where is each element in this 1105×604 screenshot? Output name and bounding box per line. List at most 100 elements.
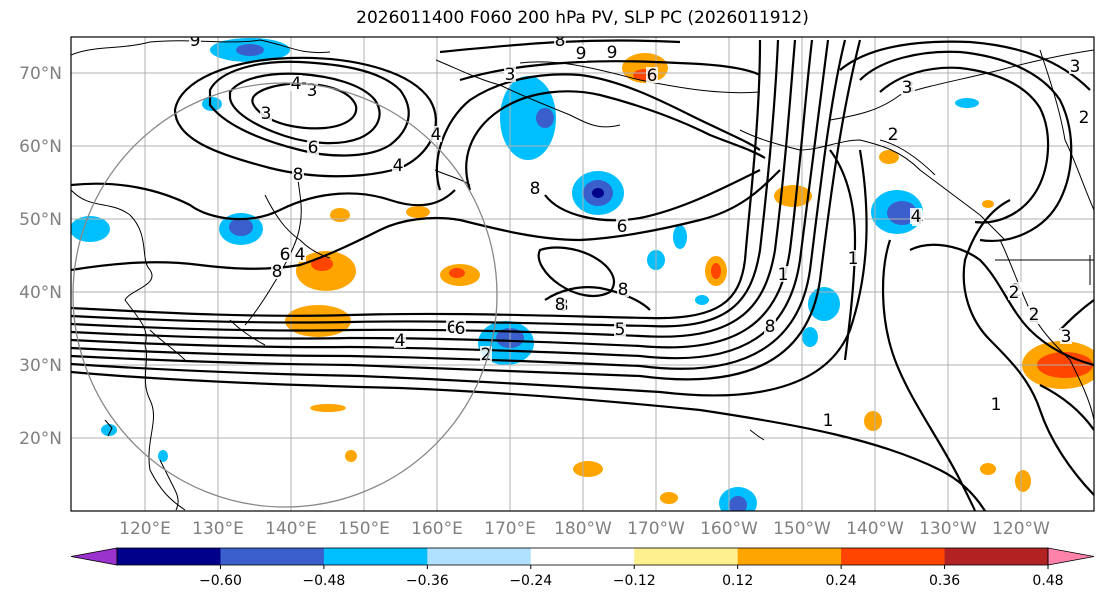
lat-lon-grid: [71, 37, 1094, 511]
contour-label: 4: [393, 156, 404, 176]
pv-blob: [158, 450, 168, 462]
pv-blob: [500, 76, 556, 160]
longitude-label: 180°W: [554, 519, 612, 539]
contour-label-bg: [480, 346, 492, 362]
latitude-label: 60°N: [19, 137, 62, 157]
longitude-label: 130°W: [919, 519, 977, 539]
colorbar-tick-label: 0.48: [1032, 573, 1063, 589]
contour-label: 6: [455, 319, 466, 339]
contour-label: 3: [261, 104, 272, 124]
contour-label: 4: [291, 74, 302, 94]
contour-label: 8: [530, 179, 541, 199]
contour-label: 2: [1029, 305, 1040, 325]
contour-label: 3: [505, 65, 516, 85]
pv-blob: [449, 268, 465, 278]
colorbar-segment: [427, 548, 532, 565]
contour-label: 8: [272, 262, 283, 282]
contour-label: 2: [888, 125, 899, 145]
contour-label-bg: [575, 45, 587, 61]
contour-label: 5: [615, 320, 626, 340]
colorbar: −0.60 −0.48 −0.36 −0.24 −0.12 0.12 0.24 0.36 0.4…: [70, 547, 1095, 589]
pv-blob: [695, 295, 709, 305]
pv-blob: [879, 150, 899, 164]
contour-label: 6: [308, 138, 319, 158]
longitude-label: 120°W: [992, 519, 1050, 539]
colorbar-segment: [634, 548, 739, 565]
contour-label: 8: [293, 165, 304, 185]
contour-label-bg: [1078, 109, 1090, 125]
contour-label: 9: [576, 44, 587, 64]
contour-label-bg: [189, 37, 201, 48]
contour-label: 1: [848, 249, 859, 269]
pv-blob: [802, 327, 818, 347]
contour-label-bg: [1069, 58, 1081, 74]
contour-label: 2: [481, 345, 492, 365]
contour-label-bg: [307, 139, 319, 155]
contour-label-bg: [910, 208, 922, 224]
contour-label: 6: [447, 318, 458, 338]
pv-blob: [592, 188, 604, 198]
colorbar-tick-label: −0.12: [613, 573, 656, 589]
contour-label: 3: [1061, 327, 1072, 347]
contour-label: 6: [617, 217, 628, 237]
colorbar-frame: [116, 547, 1049, 566]
pv-blob: [330, 208, 350, 222]
contour-label-bg: [260, 105, 272, 121]
colorbar-segment: [117, 548, 221, 565]
longitude-label: 170°W: [627, 519, 685, 539]
contour-label: 3: [902, 78, 913, 98]
longitude-label: 140°W: [846, 519, 904, 539]
contour-label: 4: [911, 207, 922, 227]
contour-label-bg: [1008, 284, 1020, 300]
pv-shading: [71, 38, 1094, 511]
latitude-label: 30°N: [19, 356, 62, 376]
pv-blob: [673, 225, 687, 249]
longitude-label: 130°E: [192, 519, 244, 539]
pv-blob: [660, 492, 678, 504]
contour-label-bg: [847, 250, 859, 266]
contour-label-bg: [529, 180, 541, 196]
contour-label-bg: [901, 79, 913, 95]
contour-label-bg: [777, 266, 789, 282]
contour-label-bg: [1060, 328, 1072, 344]
pv-blob: [729, 496, 747, 511]
contour-label: 2: [1079, 108, 1090, 128]
contour-label-bg: [271, 263, 283, 279]
colorbar-tick-label: −0.36: [406, 573, 449, 589]
contour-label-bg: [554, 296, 566, 312]
pv-blob: [101, 424, 117, 436]
contour-label: 2: [1009, 283, 1020, 303]
contour-label-bg: [606, 44, 618, 60]
pv-blob: [711, 263, 721, 279]
colorbar-tick-label: −0.48: [302, 573, 345, 589]
longitude-label: 160°W: [700, 519, 758, 539]
longitude-label: 120°E: [119, 519, 171, 539]
pv-blob: [71, 216, 110, 242]
contour-label-bg: [822, 412, 834, 428]
colorbar-segment: [220, 548, 325, 565]
pv-blob: [310, 404, 346, 412]
contour-label-bg: [616, 218, 628, 234]
pv-blob: [573, 461, 603, 477]
contour-label: 1: [991, 395, 1002, 415]
contour-label-bg: [292, 166, 304, 182]
pv-blob: [229, 218, 253, 236]
contour-label-bg: [614, 321, 626, 337]
contour-label: 8: [555, 295, 566, 315]
longitude-labels: 120°E 130°E 140°E 150°E 160°E 170°E 180°W 170°W…: [119, 519, 1050, 539]
contour-label: 8: [765, 317, 776, 337]
map-frame: [70, 36, 1095, 512]
colorbar-segment: [841, 548, 946, 565]
contour-label-bg: [887, 126, 899, 142]
colorbar-segment: [323, 548, 428, 565]
latitude-label: 50°N: [19, 210, 62, 230]
longitude-label: 150°E: [338, 519, 390, 539]
contour-label-bg: [454, 320, 466, 336]
pv-blob: [980, 463, 996, 475]
latitude-label: 70°N: [19, 64, 62, 84]
latitude-label: 40°N: [19, 283, 62, 303]
contour-label-bg: [554, 37, 566, 48]
pv-blob: [311, 257, 333, 271]
contour-label: 4: [395, 331, 406, 351]
